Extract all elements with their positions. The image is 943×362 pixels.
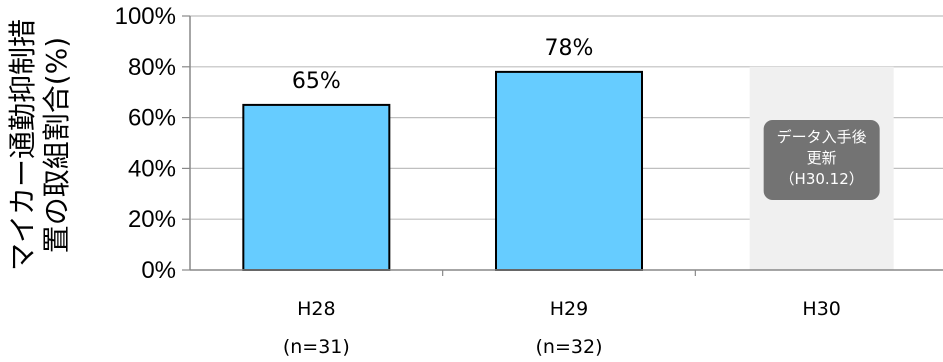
pending-note-line: データ入手後	[777, 128, 867, 146]
axes	[182, 15, 943, 276]
bar	[242, 103, 391, 272]
x-tick-sublabel: (n=32)	[536, 336, 603, 358]
bars	[242, 70, 643, 272]
data-label: 65%	[292, 69, 341, 94]
pending-note-line: （H30.12）	[780, 170, 864, 188]
data-label: 78%	[545, 36, 594, 61]
x-tick-label: H28	[297, 298, 335, 320]
pending-note-box	[763, 120, 880, 200]
y-tick-label: 0%	[141, 257, 176, 284]
y-tick-label: 40%	[128, 155, 176, 182]
y-tick-labels: 0% 20% 40% 60% 80% 100%	[115, 3, 176, 284]
pending-note-line: 更新	[807, 149, 837, 167]
x-tick-labels: H28 (n=31) H29 (n=32) H30	[283, 298, 841, 358]
y-tick-label: 60%	[128, 105, 176, 132]
y-axis-label-line-2: 置の取組割合(%)	[40, 37, 73, 253]
y-tick-label: 100%	[115, 3, 176, 30]
y-axis-label: マイカー通勤抑制措 置の取組割合(%)	[6, 19, 73, 271]
x-tick-label: H29	[550, 298, 588, 320]
y-axis-label-line-1: マイカー通勤抑制措	[6, 19, 39, 271]
data-labels: 65% 78%	[292, 36, 594, 94]
y-tick-label: 80%	[128, 54, 176, 81]
x-tick-label: H30	[802, 298, 840, 320]
y-tick-label: 20%	[128, 206, 176, 233]
x-tick-sublabel: (n=31)	[283, 336, 350, 358]
bar	[495, 70, 643, 271]
